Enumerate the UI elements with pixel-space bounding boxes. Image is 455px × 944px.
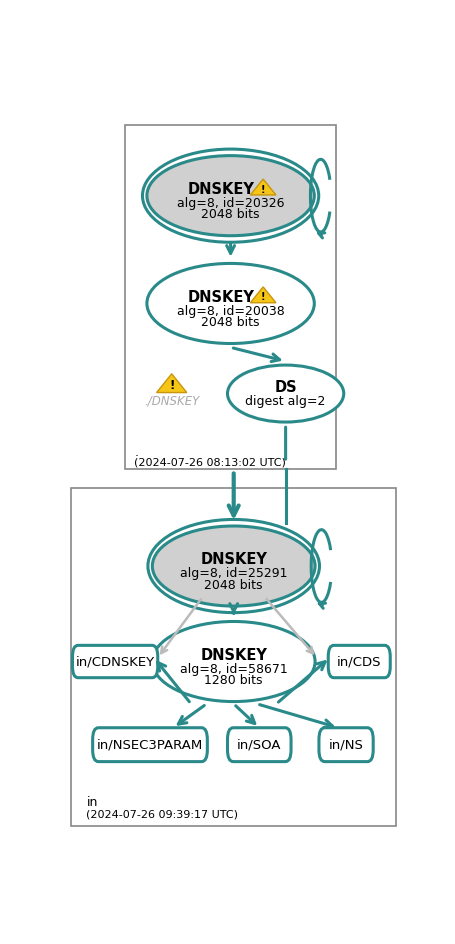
Ellipse shape (152, 526, 314, 606)
Text: in/NSEC3PARAM: in/NSEC3PARAM (96, 738, 202, 751)
FancyBboxPatch shape (72, 646, 157, 678)
Text: (2024-07-26 09:39:17 UTC): (2024-07-26 09:39:17 UTC) (86, 810, 238, 819)
Ellipse shape (152, 621, 314, 701)
Text: !: ! (260, 293, 265, 302)
Text: in/NS: in/NS (328, 738, 363, 751)
Polygon shape (156, 374, 187, 393)
FancyBboxPatch shape (125, 125, 335, 469)
Text: in/CDNSKEY: in/CDNSKEY (76, 655, 154, 668)
Text: .: . (134, 446, 138, 459)
FancyBboxPatch shape (318, 728, 372, 762)
Text: digest alg=2: digest alg=2 (245, 395, 325, 408)
FancyBboxPatch shape (227, 728, 290, 762)
Text: DS: DS (274, 379, 296, 395)
Text: in/CDS: in/CDS (336, 655, 381, 668)
Ellipse shape (227, 365, 343, 422)
FancyBboxPatch shape (328, 646, 389, 678)
Text: (2024-07-26 08:13:02 UTC): (2024-07-26 08:13:02 UTC) (134, 458, 286, 468)
Text: DNSKEY: DNSKEY (187, 182, 254, 197)
Text: DNSKEY: DNSKEY (187, 290, 254, 305)
Text: DNSKEY: DNSKEY (200, 552, 267, 567)
Text: !: ! (169, 379, 174, 393)
Polygon shape (250, 287, 275, 303)
Text: alg=8, id=25291: alg=8, id=25291 (180, 567, 287, 581)
Text: !: ! (260, 184, 265, 194)
Text: 2048 bits: 2048 bits (204, 579, 263, 592)
Text: 2048 bits: 2048 bits (201, 316, 259, 329)
Text: alg=8, id=20326: alg=8, id=20326 (177, 197, 284, 210)
FancyBboxPatch shape (92, 728, 207, 762)
Text: DNSKEY: DNSKEY (200, 648, 267, 663)
Text: 1280 bits: 1280 bits (204, 674, 263, 687)
Text: ./DNSKEY: ./DNSKEY (144, 395, 199, 408)
Text: alg=8, id=58671: alg=8, id=58671 (179, 663, 287, 676)
Text: 2048 bits: 2048 bits (201, 209, 259, 222)
Polygon shape (250, 179, 275, 195)
FancyBboxPatch shape (71, 488, 395, 826)
Text: in/SOA: in/SOA (237, 738, 281, 751)
Text: in: in (86, 796, 98, 809)
Ellipse shape (147, 156, 313, 236)
Ellipse shape (147, 263, 313, 344)
Text: alg=8, id=20038: alg=8, id=20038 (177, 305, 284, 318)
